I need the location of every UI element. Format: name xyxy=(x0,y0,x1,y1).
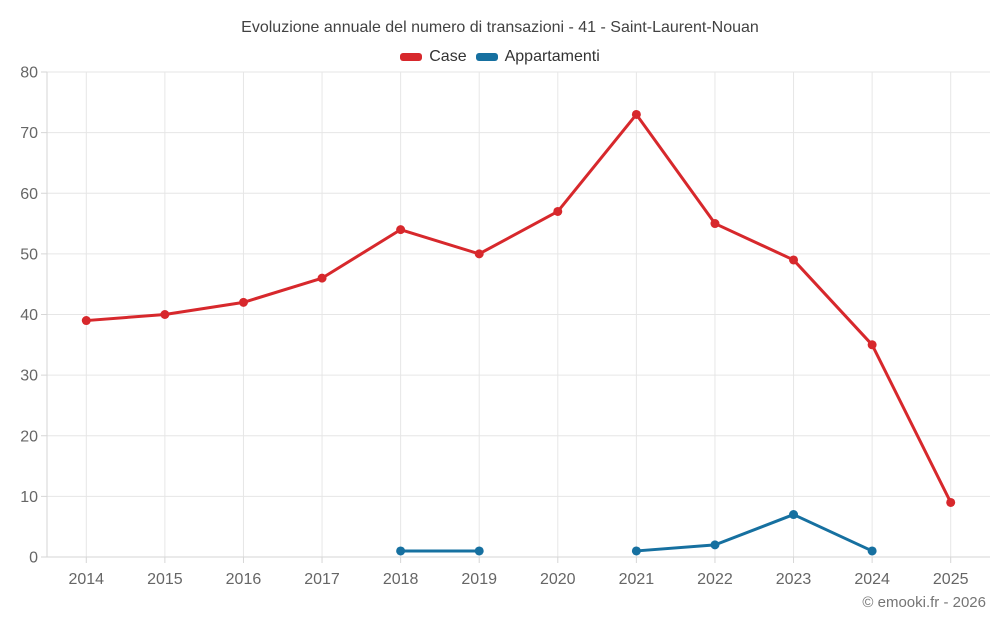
x-tick-label-2016: 2016 xyxy=(226,571,262,588)
legend-label-appartamenti: Appartamenti xyxy=(504,48,600,65)
x-tick-label-2021: 2021 xyxy=(619,571,655,588)
point-case-2015[interactable] xyxy=(160,310,170,319)
point-appartamenti-2023[interactable] xyxy=(789,510,799,520)
x-tick-label-2015: 2015 xyxy=(147,571,183,588)
x-tick-label-2014: 2014 xyxy=(68,571,104,588)
point-case-2018[interactable] xyxy=(396,225,406,235)
x-tick-label-2023: 2023 xyxy=(776,571,812,588)
point-appartamenti-2019[interactable] xyxy=(474,546,484,556)
y-tick-label-70: 70 xyxy=(20,125,38,142)
point-case-2023[interactable] xyxy=(789,255,799,265)
legend: Case Appartamenti xyxy=(0,48,1000,66)
point-case-2016[interactable] xyxy=(238,297,248,307)
point-appartamenti-2024[interactable] xyxy=(867,546,877,556)
y-tick-label-10: 10 xyxy=(20,489,38,506)
x-tick-label-2019: 2019 xyxy=(461,571,497,588)
x-tick-label-2024: 2024 xyxy=(854,571,890,588)
copyright-label: © emooki.fr - 2026 xyxy=(862,594,986,611)
point-case-2020[interactable] xyxy=(553,206,563,216)
point-case-2021[interactable] xyxy=(631,109,641,119)
x-tick-label-2018: 2018 xyxy=(383,571,419,588)
chart-title: Evoluzione annuale del numero di transaz… xyxy=(241,19,759,36)
legend-item-case[interactable]: Case xyxy=(400,48,467,66)
series-line-case xyxy=(84,112,953,504)
point-case-2024[interactable] xyxy=(867,340,877,350)
point-case-2022[interactable] xyxy=(710,219,720,229)
x-tick-label-2017: 2017 xyxy=(304,571,340,588)
x-tick-label-2020: 2020 xyxy=(540,571,576,588)
y-tick-label-0: 0 xyxy=(29,550,38,567)
y-tick-label-20: 20 xyxy=(20,428,38,445)
x-tick-label-2022: 2022 xyxy=(697,571,733,588)
legend-item-appartamenti[interactable]: Appartamenti xyxy=(475,48,600,66)
legend-swatch-appartamenti xyxy=(475,53,498,61)
y-tick-label-40: 40 xyxy=(20,307,38,324)
point-appartamenti-2022[interactable] xyxy=(710,540,720,550)
point-appartamenti-2018[interactable] xyxy=(396,546,406,556)
y-tick-label-30: 30 xyxy=(20,368,38,385)
y-tick-label-80: 80 xyxy=(20,65,38,82)
y-tick-label-50: 50 xyxy=(20,246,38,263)
series-line-appartamenti xyxy=(634,513,874,553)
point-case-2014[interactable] xyxy=(81,316,91,326)
y-tick-label-60: 60 xyxy=(20,186,38,203)
point-case-2017[interactable] xyxy=(317,273,327,283)
legend-label-case: Case xyxy=(429,48,467,65)
point-case-2025[interactable] xyxy=(946,497,956,507)
point-case-2019[interactable] xyxy=(474,249,484,259)
x-tick-label-2025: 2025 xyxy=(933,571,969,588)
point-appartamenti-2021[interactable] xyxy=(631,546,641,556)
legend-swatch-case xyxy=(400,53,423,61)
